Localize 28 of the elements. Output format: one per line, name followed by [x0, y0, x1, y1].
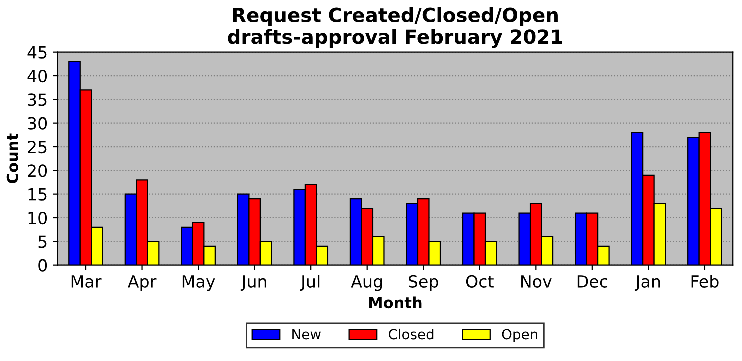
x-tick-label: Jan [634, 276, 660, 292]
x-tick-label: Jul [300, 275, 320, 292]
x-tick-label: Sep [409, 275, 438, 292]
x-tick-label: Nov [522, 276, 552, 288]
x-tick-label: Oct [466, 275, 494, 288]
y-axis-title: Count [6, 134, 18, 184]
x-tick-label: Apr [128, 276, 157, 292]
x-tick-label: Feb [692, 275, 719, 288]
legend-label: New [292, 329, 321, 340]
x-tick-label: Aug [351, 276, 382, 292]
y-tick-label: 15 [28, 188, 47, 201]
y-tick-label: 25 [28, 140, 47, 154]
x-tick-label: Jun [240, 276, 266, 292]
y-tick-label: 35 [28, 94, 47, 106]
y-tick-label: 45 [28, 46, 47, 59]
x-axis-title: Month [370, 296, 422, 309]
y-tick-label: 10 [28, 212, 48, 225]
x-tick-label: Mar [72, 276, 102, 288]
y-tick-label: 30 [28, 117, 48, 130]
legend-label: Closed [388, 328, 434, 340]
x-tick-label: May [182, 276, 216, 292]
y-tick-label: 5 [38, 236, 47, 248]
y-tick-label: 40 [28, 70, 48, 83]
legend-label: Open [502, 329, 538, 342]
chart-title: Request Created/Closed/Open drafts-approval February 2021 [228, 7, 562, 48]
y-tick-label: 20 [28, 164, 48, 178]
x-tick-label: Dec [578, 276, 608, 288]
y-tick-label: 0 [38, 259, 48, 272]
